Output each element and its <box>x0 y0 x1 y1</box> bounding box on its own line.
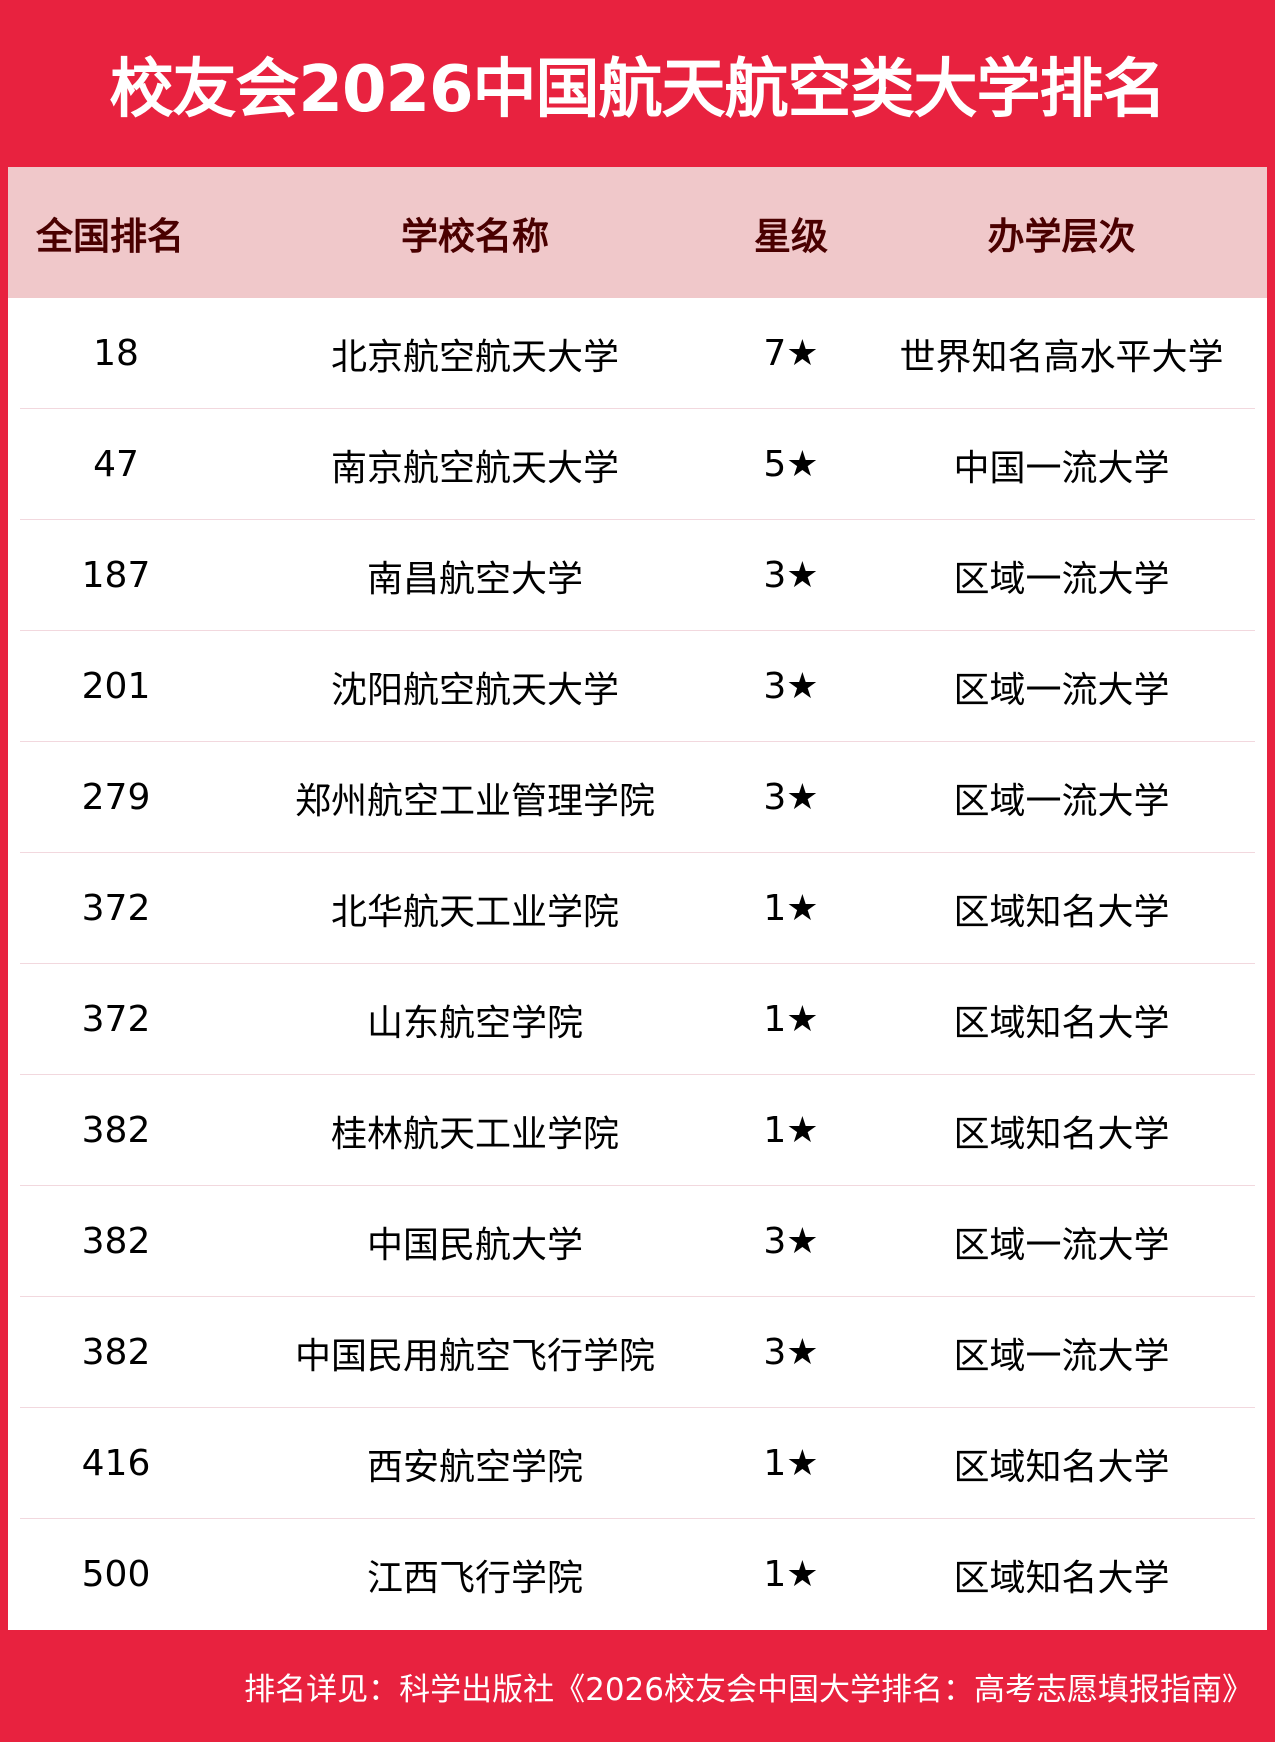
cell-stars: 3★ <box>763 1221 819 1262</box>
table-row: 382 中国民航大学 3★ 区域一流大学 <box>8 1186 1267 1297</box>
cell-school: 南京航空航天大学 <box>330 447 619 489</box>
cell-level: 区域知名大学 <box>953 1002 1170 1044</box>
cell-school: 江西飞行学院 <box>366 1557 583 1599</box>
cell-level: 世界知名高水平大学 <box>899 336 1224 378</box>
header-school: 学校名称 <box>401 214 549 258</box>
cell-stars: 1★ <box>763 1443 819 1484</box>
cell-stars: 3★ <box>763 555 819 596</box>
cell-school: 桂林航天工业学院 <box>330 1113 619 1155</box>
cell-school: 西安航空学院 <box>366 1446 583 1488</box>
table-row: 47 南京航空航天大学 5★ 中国一流大学 <box>8 409 1267 520</box>
cell-rank: 382 <box>81 1221 151 1262</box>
table-row: 279 郑州航空工业管理学院 3★ 区域一流大学 <box>8 742 1267 853</box>
cell-stars: 1★ <box>763 999 819 1040</box>
table-row: 201 沈阳航空航天大学 3★ 区域一流大学 <box>8 631 1267 742</box>
footer-text: 排名详见：科学出版社《2026校友会中国大学排名：高考志愿填报指南》 <box>244 1671 1253 1708</box>
cell-level: 区域知名大学 <box>953 1446 1170 1488</box>
cell-school: 郑州航空工业管理学院 <box>294 780 655 822</box>
cell-stars: 5★ <box>763 444 819 485</box>
cell-stars: 1★ <box>763 888 819 929</box>
table-row: 18 北京航空航天大学 7★ 世界知名高水平大学 <box>8 298 1267 409</box>
cell-level: 区域知名大学 <box>953 891 1170 933</box>
header-stars: 星级 <box>754 214 828 258</box>
table-row: 500 江西飞行学院 1★ 区域知名大学 <box>8 1519 1267 1630</box>
footer-note: 排名详见：科学出版社《2026校友会中国大学排名：高考志愿填报指南》 <box>0 1630 1275 1742</box>
cell-stars: 3★ <box>763 666 819 707</box>
cell-school: 南昌航空大学 <box>366 558 583 600</box>
cell-rank: 279 <box>81 777 151 818</box>
cell-school: 中国民用航空飞行学院 <box>294 1335 655 1377</box>
cell-level: 区域一流大学 <box>953 1224 1170 1266</box>
cell-level: 区域知名大学 <box>953 1113 1170 1155</box>
page-title: 校友会2026中国航天航空类大学排名 <box>109 52 1166 127</box>
cell-rank: 500 <box>81 1554 151 1595</box>
table-body: 18 北京航空航天大学 7★ 世界知名高水平大学 47 南京航空航天大学 5★ 中国一流大学 1… <box>8 298 1267 1630</box>
table-row: 382 中国民用航空飞行学院 3★ 区域一流大学 <box>8 1297 1267 1408</box>
cell-level: 区域一流大学 <box>953 1335 1170 1377</box>
cell-school: 中国民航大学 <box>366 1224 583 1266</box>
cell-level: 区域一流大学 <box>953 780 1170 822</box>
cell-stars: 1★ <box>763 1554 819 1595</box>
table-row: 187 南昌航空大学 3★ 区域一流大学 <box>8 520 1267 631</box>
cell-rank: 382 <box>81 1332 151 1373</box>
cell-level: 区域一流大学 <box>953 558 1170 600</box>
cell-school: 北京航空航天大学 <box>330 336 619 378</box>
ranking-table: 全国排名 学校名称 星级 办学层次 18 北京航空航天大学 7★ 世界知名高水平大学 4… <box>8 167 1267 1630</box>
table-row: 416 西安航空学院 1★ 区域知名大学 <box>8 1408 1267 1519</box>
cell-rank: 187 <box>81 555 151 596</box>
cell-rank: 372 <box>81 999 151 1040</box>
cell-stars: 3★ <box>763 777 819 818</box>
table-row: 372 山东航空学院 1★ 区域知名大学 <box>8 964 1267 1075</box>
cell-rank: 382 <box>81 1110 151 1151</box>
table-row: 382 桂林航天工业学院 1★ 区域知名大学 <box>8 1075 1267 1186</box>
table-row: 372 北华航天工业学院 1★ 区域知名大学 <box>8 853 1267 964</box>
cell-school: 沈阳航空航天大学 <box>330 669 619 711</box>
cell-rank: 47 <box>93 444 139 485</box>
cell-school: 山东航空学院 <box>366 1002 583 1044</box>
cell-stars: 7★ <box>763 333 819 374</box>
cell-rank: 416 <box>81 1443 151 1484</box>
cell-stars: 1★ <box>763 1110 819 1151</box>
cell-rank: 201 <box>81 666 151 707</box>
cell-level: 区域一流大学 <box>953 669 1170 711</box>
header-rank: 全国排名 <box>36 214 184 258</box>
cell-school: 北华航天工业学院 <box>330 891 619 933</box>
cell-stars: 3★ <box>763 1332 819 1373</box>
cell-rank: 18 <box>93 333 139 374</box>
cell-level: 中国一流大学 <box>953 447 1170 489</box>
cell-rank: 372 <box>81 888 151 929</box>
table-header: 全国排名 学校名称 星级 办学层次 <box>8 167 1267 298</box>
header-level: 办学层次 <box>987 214 1136 258</box>
cell-level: 区域知名大学 <box>953 1557 1170 1599</box>
